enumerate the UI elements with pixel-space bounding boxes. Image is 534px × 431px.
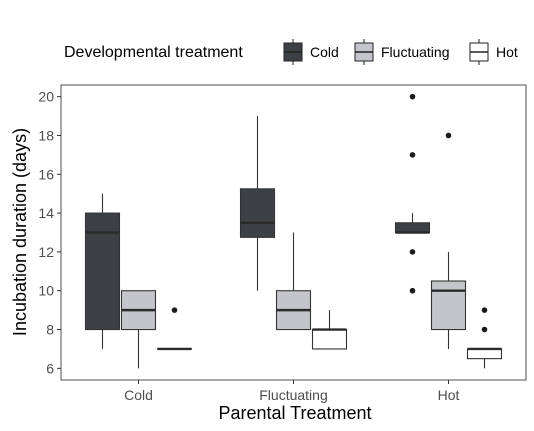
outlier-hot-in-hot-8 <box>481 326 488 333</box>
box-hot-in-fluctuating <box>311 310 348 350</box>
x-tick-label-hot: Hot <box>438 387 460 403</box>
y-tick-label-12: 12 <box>38 244 54 260</box>
outlier-cold-in-hot-10 <box>409 287 416 294</box>
box-fluctuating-in-fluctuating <box>275 232 312 331</box>
box-cold-in-cold <box>84 193 121 349</box>
box-cold-in-fluctuating <box>239 116 276 291</box>
outlier-hot-in-hot-9 <box>481 307 488 313</box>
x-tick-label-fluctuating: Fluctuating <box>259 387 327 403</box>
y-axis-title: Incubation duration (days) <box>10 128 30 336</box>
x-axis: Cold Fluctuating Hot <box>124 380 459 403</box>
y-axis: 6 8 10 12 14 16 18 20 <box>38 89 61 376</box>
legend-entry-fluctuating: Fluctuating <box>354 39 449 65</box>
box-cold-in-hot <box>394 93 431 294</box>
legend-label-fluctuating: Fluctuating <box>381 44 449 60</box>
y-tick-label-20: 20 <box>38 89 54 105</box>
x-axis-title: Parental Treatment <box>218 403 371 423</box>
outlier-cold-in-hot-12 <box>409 249 416 255</box>
box-body-cold-in-cold <box>84 212 121 331</box>
legend-label-hot: Hot <box>496 44 518 60</box>
y-tick-label-14: 14 <box>38 205 54 221</box>
outlier-fluctuating-in-hot-18 <box>445 132 452 139</box>
legend-title: Developmental treatment <box>64 44 243 61</box>
legend-entry-cold: Cold <box>283 39 339 65</box>
y-tick-label-6: 6 <box>46 360 54 376</box>
legend-entry-hot: Hot <box>469 39 518 65</box>
box-body-cold-in-fluctuating <box>239 188 276 238</box>
outlier-cold-in-hot-17 <box>409 152 416 158</box>
y-tick-label-8: 8 <box>46 322 54 338</box>
legend-label-cold: Cold <box>310 44 339 60</box>
box-body-cold-in-hot <box>394 222 431 234</box>
box-fluctuating-in-hot <box>430 132 467 349</box>
y-tick-label-18: 18 <box>38 127 54 143</box>
y-tick-label-10: 10 <box>38 283 54 299</box>
box-body-hot-in-fluctuating <box>311 328 348 350</box>
box-body-hot-in-hot <box>466 348 503 360</box>
box-hot-in-cold <box>156 307 193 351</box>
legend: Developmental treatment Cold Fluctuating… <box>64 39 518 65</box>
box-groups <box>84 93 503 369</box>
box-body-fluctuating-in-hot <box>430 280 467 331</box>
box-hot-in-hot <box>466 307 503 369</box>
outlier-cold-in-hot-20 <box>409 93 416 100</box>
box-fluctuating-in-cold <box>120 290 157 369</box>
outlier-hot-in-cold-9 <box>171 307 178 313</box>
y-tick-label-16: 16 <box>38 166 54 182</box>
x-tick-label-cold: Cold <box>124 387 153 403</box>
